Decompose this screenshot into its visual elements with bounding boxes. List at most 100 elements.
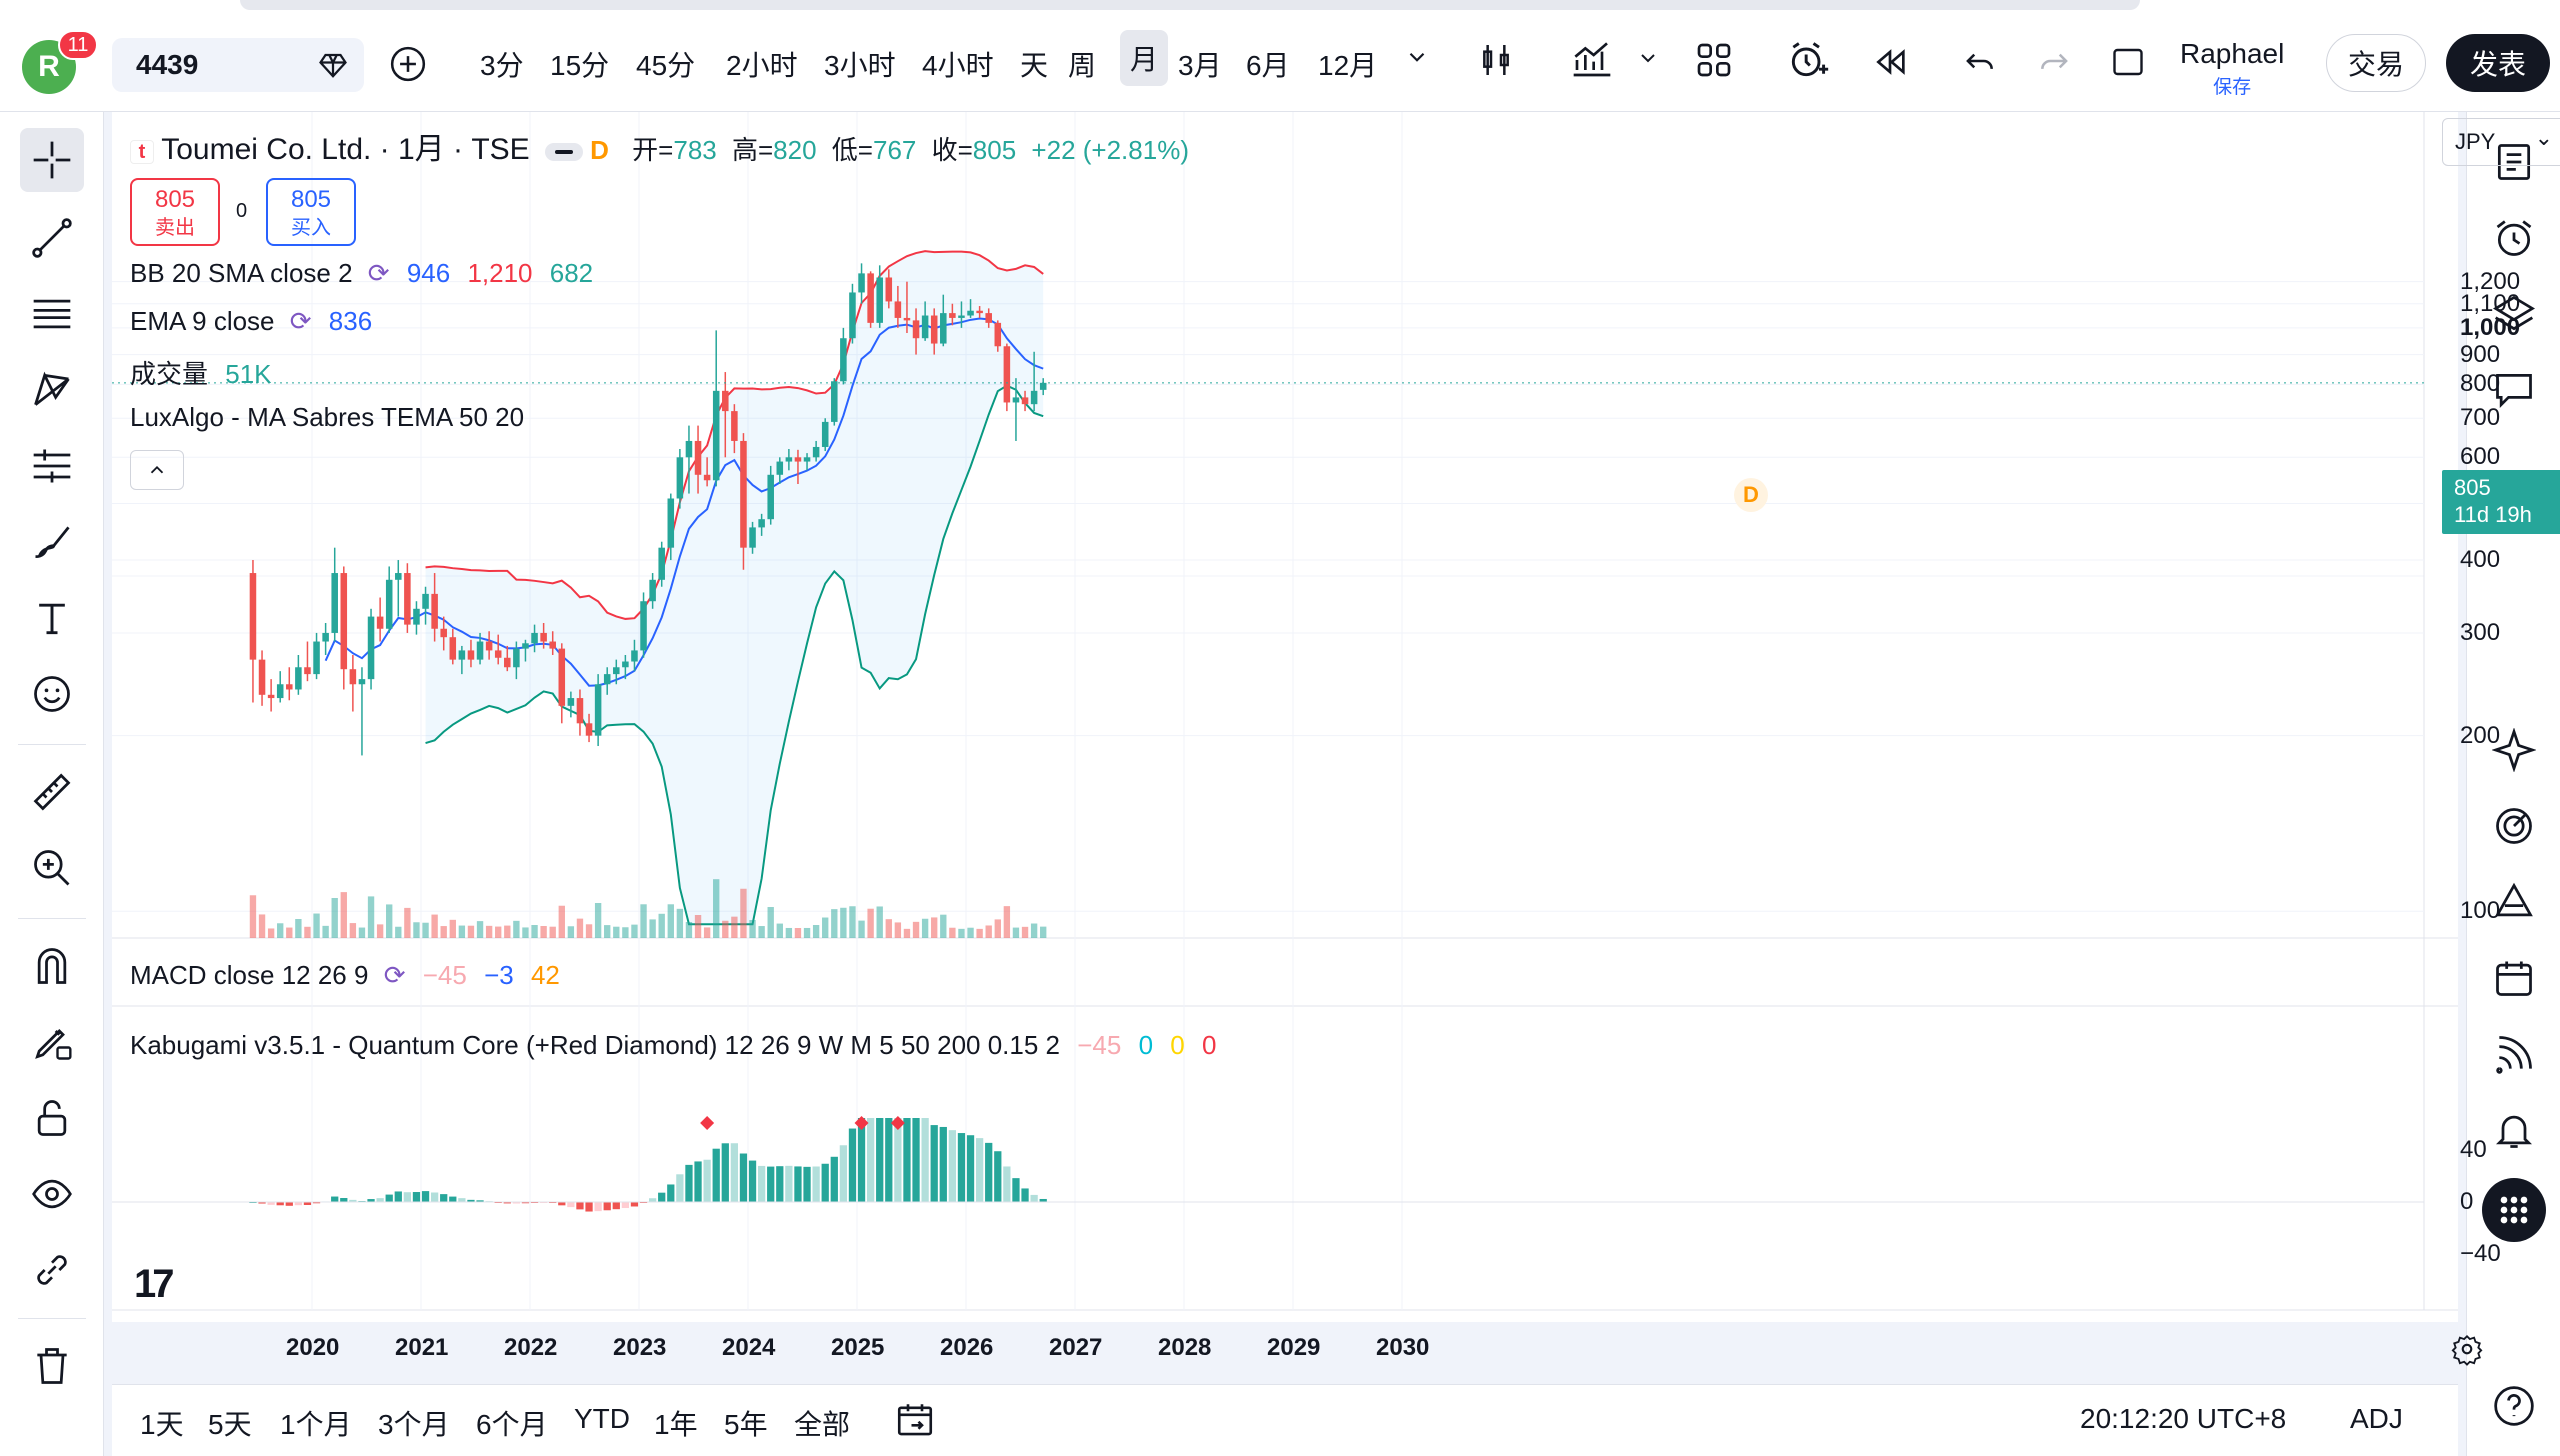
timeframe-5[interactable]: 4小时 bbox=[922, 50, 994, 81]
range-button-7[interactable]: 5年 bbox=[724, 1409, 768, 1440]
trendline-icon[interactable] bbox=[20, 206, 84, 270]
emoji-icon[interactable] bbox=[20, 662, 84, 726]
momentum-bar bbox=[821, 1163, 829, 1202]
redo-icon[interactable] bbox=[2036, 42, 2074, 80]
bb-legend[interactable]: BB 20 SMA close 2 ⟳ 946 1,210 682 bbox=[130, 258, 593, 289]
chart-area[interactable]: t Toumei Co. Ltd. · 1月 · TSE D 开=783 高=8… bbox=[112, 112, 2560, 1366]
candles-icon[interactable] bbox=[1476, 40, 1516, 80]
chevron-down-icon[interactable] bbox=[1404, 44, 1430, 70]
timeframe-2[interactable]: 45分 bbox=[636, 50, 696, 81]
time-axis-label: 2030 bbox=[1376, 1334, 1430, 1361]
text-tool-icon[interactable] bbox=[20, 586, 84, 650]
chat-icon[interactable] bbox=[2482, 358, 2546, 422]
save-status[interactable]: 保存 bbox=[2213, 77, 2252, 98]
timeframe-9[interactable]: 3月 bbox=[1178, 50, 1222, 81]
help-icon[interactable] bbox=[2482, 1374, 2546, 1438]
volume-bar bbox=[840, 907, 847, 938]
symbol-title[interactable]: Toumei Co. Ltd. · 1月 · TSE bbox=[161, 133, 530, 166]
candle-body bbox=[840, 338, 847, 382]
pattern-icon[interactable] bbox=[20, 358, 84, 422]
candle-body bbox=[894, 301, 902, 318]
fib-retracement-icon[interactable] bbox=[20, 282, 84, 346]
target-icon[interactable] bbox=[2482, 794, 2546, 858]
magnet-icon[interactable] bbox=[20, 934, 84, 998]
user-layout-name[interactable]: Raphael 保存 bbox=[2180, 38, 2284, 99]
timeframe-8[interactable]: 月 bbox=[1120, 30, 1169, 86]
range-button-6[interactable]: 1年 bbox=[654, 1409, 698, 1440]
range-button-2[interactable]: 1个月 bbox=[280, 1409, 352, 1440]
ema-legend[interactable]: EMA 9 close ⟳ 836 bbox=[130, 306, 372, 337]
timeframe-1[interactable]: 15分 bbox=[550, 50, 610, 81]
candle-body bbox=[967, 310, 974, 316]
brush-icon[interactable] bbox=[20, 510, 84, 574]
kabugami-legend[interactable]: Kabugami v3.5.1 - Quantum Core (+Red Dia… bbox=[130, 1030, 1216, 1061]
chevron-down-icon[interactable] bbox=[1636, 46, 1660, 70]
symbol-search-input[interactable]: 4439 bbox=[112, 38, 364, 92]
layout-icon[interactable] bbox=[1694, 40, 1734, 80]
timeframe-10[interactable]: 6月 bbox=[1246, 50, 1290, 81]
undo-icon[interactable] bbox=[1960, 42, 1998, 80]
ruler-icon[interactable] bbox=[20, 760, 84, 824]
price-axis-label: 200 bbox=[2460, 721, 2501, 749]
sell-button[interactable]: 805 卖出 bbox=[130, 178, 220, 246]
clock[interactable]: 20:12:20 UTC+8 bbox=[2080, 1403, 2287, 1434]
indicators-icon[interactable] bbox=[1570, 40, 1614, 80]
macd-legend[interactable]: MACD close 12 26 9 ⟳ −45 −3 42 bbox=[130, 960, 560, 991]
apps-grid-icon[interactable] bbox=[2482, 1178, 2546, 1242]
timeframe-11[interactable]: 12月 bbox=[1318, 50, 1378, 81]
high-label: 高= bbox=[731, 135, 774, 165]
crosshair-icon[interactable] bbox=[20, 128, 84, 192]
collapse-legend-button[interactable] bbox=[130, 450, 184, 490]
zoom-in-icon[interactable] bbox=[20, 836, 84, 900]
luxalgo-legend[interactable]: LuxAlgo - MA Sabres TEMA 50 20 bbox=[130, 402, 524, 433]
timeframe-3[interactable]: 2小时 bbox=[726, 50, 798, 81]
replay-icon[interactable] bbox=[1870, 42, 1910, 82]
layers-icon[interactable] bbox=[2482, 282, 2546, 346]
refresh-icon[interactable]: ⟳ bbox=[383, 960, 406, 990]
timeframe-7[interactable]: 周 bbox=[1068, 50, 1097, 81]
settings-gear-icon[interactable] bbox=[2450, 1332, 2484, 1371]
stream-icon[interactable] bbox=[2482, 1022, 2546, 1086]
currency-select[interactable]: JPY bbox=[2442, 118, 2560, 166]
refresh-icon[interactable]: ⟳ bbox=[367, 258, 390, 288]
range-button-1[interactable]: 5天 bbox=[208, 1409, 252, 1440]
price-chart[interactable] bbox=[112, 112, 2458, 1322]
trash-icon[interactable] bbox=[20, 1334, 84, 1398]
calendar-icon[interactable] bbox=[2482, 946, 2546, 1010]
fullscreen-icon[interactable] bbox=[2110, 44, 2146, 80]
eye-icon[interactable] bbox=[20, 1162, 84, 1226]
candle-body bbox=[458, 650, 466, 660]
forecast-icon[interactable] bbox=[20, 434, 84, 498]
ideas-icon[interactable] bbox=[2482, 870, 2546, 934]
diamond-icon[interactable] bbox=[318, 50, 348, 80]
publish-button[interactable]: 发表 bbox=[2446, 34, 2550, 92]
lock-drawing-icon[interactable] bbox=[20, 1010, 84, 1074]
range-button-5[interactable]: YTD bbox=[574, 1403, 630, 1434]
alarm-clock-icon[interactable] bbox=[2482, 206, 2546, 270]
date-range-icon[interactable] bbox=[894, 1399, 936, 1446]
dividend-badge[interactable]: D bbox=[1734, 478, 1768, 512]
alert-add-icon[interactable] bbox=[1786, 38, 1830, 82]
window-drag-handle[interactable] bbox=[240, 0, 2140, 10]
adj-toggle[interactable]: ADJ bbox=[2350, 1403, 2403, 1434]
visibility-toggle[interactable] bbox=[544, 143, 583, 162]
lock-icon[interactable] bbox=[20, 1086, 84, 1150]
momentum-bar bbox=[839, 1145, 848, 1202]
range-button-4[interactable]: 6个月 bbox=[476, 1409, 548, 1440]
link-icon[interactable] bbox=[20, 1238, 84, 1302]
volume-legend[interactable]: 成交量 51K bbox=[130, 354, 272, 391]
buy-button[interactable]: 805 买入 bbox=[266, 178, 356, 246]
range-button-8[interactable]: 全部 bbox=[794, 1409, 851, 1440]
tradingview-logo[interactable]: 17 bbox=[134, 1262, 174, 1306]
sparkle-icon[interactable] bbox=[2482, 718, 2546, 782]
timeframe-6[interactable]: 天 bbox=[1020, 50, 1049, 81]
timeframe-4[interactable]: 3小时 bbox=[824, 50, 896, 81]
trade-button[interactable]: 交易 bbox=[2326, 34, 2426, 92]
candle-body bbox=[304, 667, 311, 675]
range-button-3[interactable]: 3个月 bbox=[378, 1409, 450, 1440]
add-symbol-icon[interactable] bbox=[386, 42, 430, 86]
timeframe-0[interactable]: 3分 bbox=[480, 50, 524, 81]
bell-icon[interactable] bbox=[2482, 1098, 2546, 1162]
range-button-0[interactable]: 1天 bbox=[140, 1409, 184, 1440]
refresh-icon[interactable]: ⟳ bbox=[289, 306, 312, 336]
